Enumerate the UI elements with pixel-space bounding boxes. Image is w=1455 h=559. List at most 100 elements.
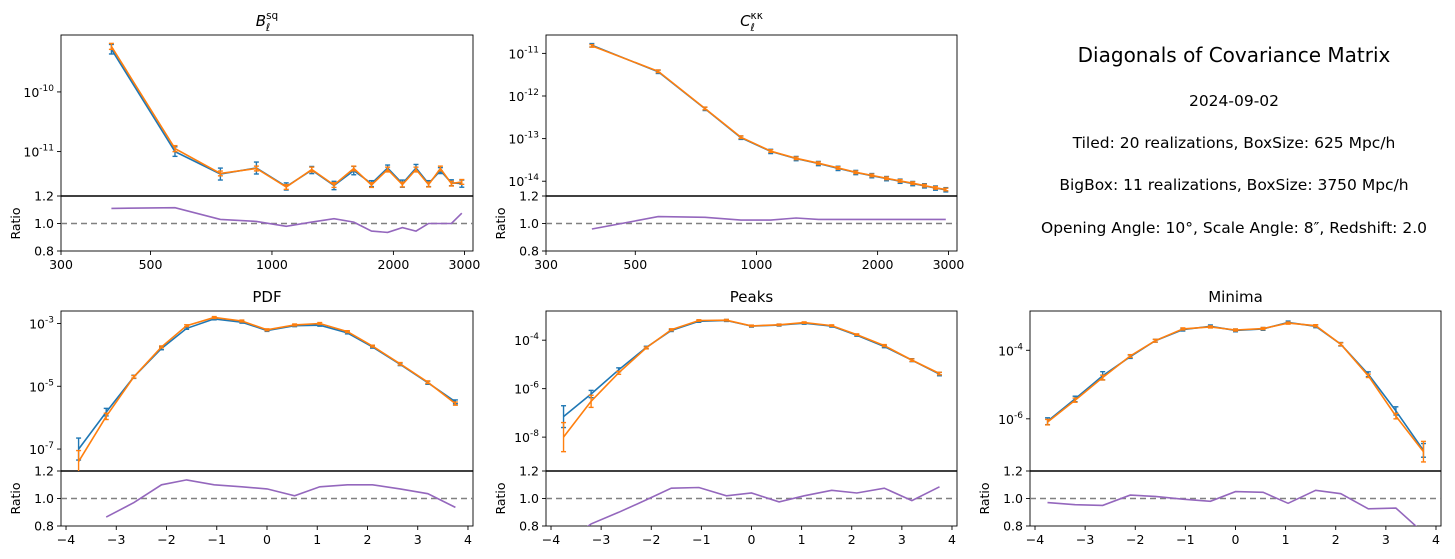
x-tick-label: 1: [1282, 532, 1290, 547]
y-tick-label: 10-7: [29, 441, 54, 457]
x-tick-label: 1000: [256, 257, 288, 272]
info-title: Diagonals of Covariance Matrix: [1077, 43, 1391, 67]
x-tick-label: −4: [542, 532, 560, 547]
x-tick-label: −1: [1176, 532, 1194, 547]
ratio-y-tick-label: 1.2: [519, 189, 539, 204]
ratio-y-tick-label: 0.8: [34, 244, 54, 259]
x-tick-label: 1: [313, 532, 321, 547]
x-tick-label: 2000: [378, 257, 410, 272]
ratio-axis-label: Ratio: [8, 482, 23, 514]
info-params: Opening Angle: 10°, Scale Angle: 8″, Red…: [1041, 219, 1427, 237]
ratio-line: [111, 206, 463, 234]
x-tick-label: −1: [208, 532, 226, 547]
panel-4: Peaks 10-4 10-6 10-8 0.8 1.0 1.2 Ratio −4 −3 −2 −1 0…: [493, 288, 958, 547]
x-tick-label: 4: [1432, 532, 1440, 547]
tiled-line: [110, 48, 462, 188]
ratio-line: [1047, 489, 1418, 526]
ratio-axis-label: Ratio: [977, 482, 992, 514]
ratio-y-tick-label: 1.0: [1003, 491, 1023, 506]
y-tick-label: 10-3: [29, 315, 54, 331]
x-tick-label: 0: [748, 532, 756, 547]
ratio-axis-label: Ratio: [8, 207, 23, 239]
panel-title: Bsq ℓ: [256, 10, 278, 34]
x-tick-label: 3: [898, 532, 906, 547]
ratio-y-tick-label: 0.8: [34, 519, 54, 534]
ratio-y-tick-label: 0.8: [519, 244, 539, 259]
x-tick-label: 2: [364, 532, 372, 547]
x-tick-label: −3: [107, 532, 125, 547]
y-tick-label: 10-6: [998, 411, 1023, 427]
bigbox-series: [561, 318, 942, 453]
y-tick-label: 10-11: [508, 45, 539, 61]
x-tick-label: 2: [1332, 532, 1340, 547]
tiled-line: [1046, 321, 1425, 451]
info-date: 2024-09-02: [1188, 92, 1280, 110]
x-tick-label: 2000: [862, 257, 894, 272]
x-tick-label: 4: [948, 532, 956, 547]
bigbox-line: [1047, 322, 1425, 453]
x-tick-label: 300: [534, 257, 558, 272]
main-axes-frame: [60, 34, 474, 197]
x-tick-label: 0: [263, 532, 271, 547]
bigbox-series: [108, 42, 465, 191]
ratio-axis-label: Ratio: [493, 482, 508, 514]
x-tick-label: −2: [642, 532, 660, 547]
y-tick-label: 10-4: [998, 342, 1023, 358]
ratio-y-tick-label: 1.0: [519, 491, 539, 506]
ratio-line: [586, 486, 940, 526]
bigbox-line: [591, 45, 946, 191]
y-tick-label: 10-13: [508, 131, 539, 147]
bigbox-series: [589, 43, 949, 192]
bigbox-series: [1045, 321, 1426, 463]
ratio-y-tick-label: 1.0: [34, 216, 54, 231]
x-tick-label: 3: [414, 532, 422, 547]
x-tick-label: 4: [464, 532, 472, 547]
main-axes-frame: [545, 310, 958, 472]
tiled-series: [108, 43, 465, 191]
x-tick-label: 0: [1232, 532, 1240, 547]
x-tick-label: 500: [623, 257, 647, 272]
bigbox-line: [110, 45, 462, 188]
ratio-y-tick-label: 1.0: [519, 216, 539, 231]
ratio-y-tick-label: 1.2: [1003, 464, 1023, 479]
bigbox-line: [77, 316, 456, 463]
x-tick-label: 3: [1382, 532, 1390, 547]
y-tick-label: 10-4: [514, 332, 539, 348]
x-tick-label: 3000: [449, 257, 481, 272]
y-tick-label: 10-11: [23, 144, 54, 160]
x-tick-label: −2: [1126, 532, 1144, 547]
x-tick-label: −4: [57, 532, 75, 547]
y-tick-label: 10-8: [514, 429, 539, 445]
tiled-series: [76, 317, 458, 461]
tiled-line: [77, 318, 456, 450]
ratio-y-tick-label: 1.2: [519, 464, 539, 479]
panel-title: PDF: [252, 288, 281, 306]
x-tick-label: −2: [157, 532, 175, 547]
y-tick-label: 10-10: [23, 84, 54, 100]
panel-2: Cκκ ℓ 10-11 10-12 10-13 10-14 0.8 1.0 1.2 Ratio 30…: [493, 10, 964, 272]
bigbox-series: [76, 315, 458, 471]
ratio-axis-label: Ratio: [493, 207, 508, 239]
ratio-y-tick-label: 0.8: [519, 519, 539, 534]
info-bigbox: BigBox: 11 realizations, BoxSize: 3750 M…: [1059, 176, 1409, 194]
x-tick-label: −3: [1076, 532, 1094, 547]
info-tiled: Tiled: 20 realizations, BoxSize: 625 Mpc…: [1072, 134, 1396, 152]
x-tick-label: 1000: [741, 257, 773, 272]
ratio-line: [591, 215, 946, 230]
y-tick-label: 10-6: [514, 381, 539, 397]
panel-title: Peaks: [730, 288, 774, 306]
x-tick-label: 300: [49, 257, 73, 272]
bigbox-line: [562, 319, 940, 438]
ratio-y-tick-label: 1.2: [34, 464, 54, 479]
x-tick-label: 3000: [933, 257, 965, 272]
panel-title: Minima: [1208, 288, 1263, 306]
panel-3: PDF 10-3 10-5 10-7 0.8 1.0 1.2 Ratio −4 −3 −2 −1 0 1 2…: [8, 288, 474, 547]
panel-5: Minima 10-4 10-6 0.8 1.0 1.2 Ratio −4 −3 −2 −1 0 1 2 3…: [977, 288, 1442, 547]
x-tick-label: −4: [1026, 532, 1044, 547]
x-tick-label: −3: [592, 532, 610, 547]
y-tick-label: 10-5: [29, 378, 54, 394]
tiled-series: [1045, 320, 1426, 458]
ratio-line: [105, 479, 456, 518]
ratio-y-tick-label: 1.0: [34, 491, 54, 506]
main-axes-frame: [545, 34, 958, 197]
